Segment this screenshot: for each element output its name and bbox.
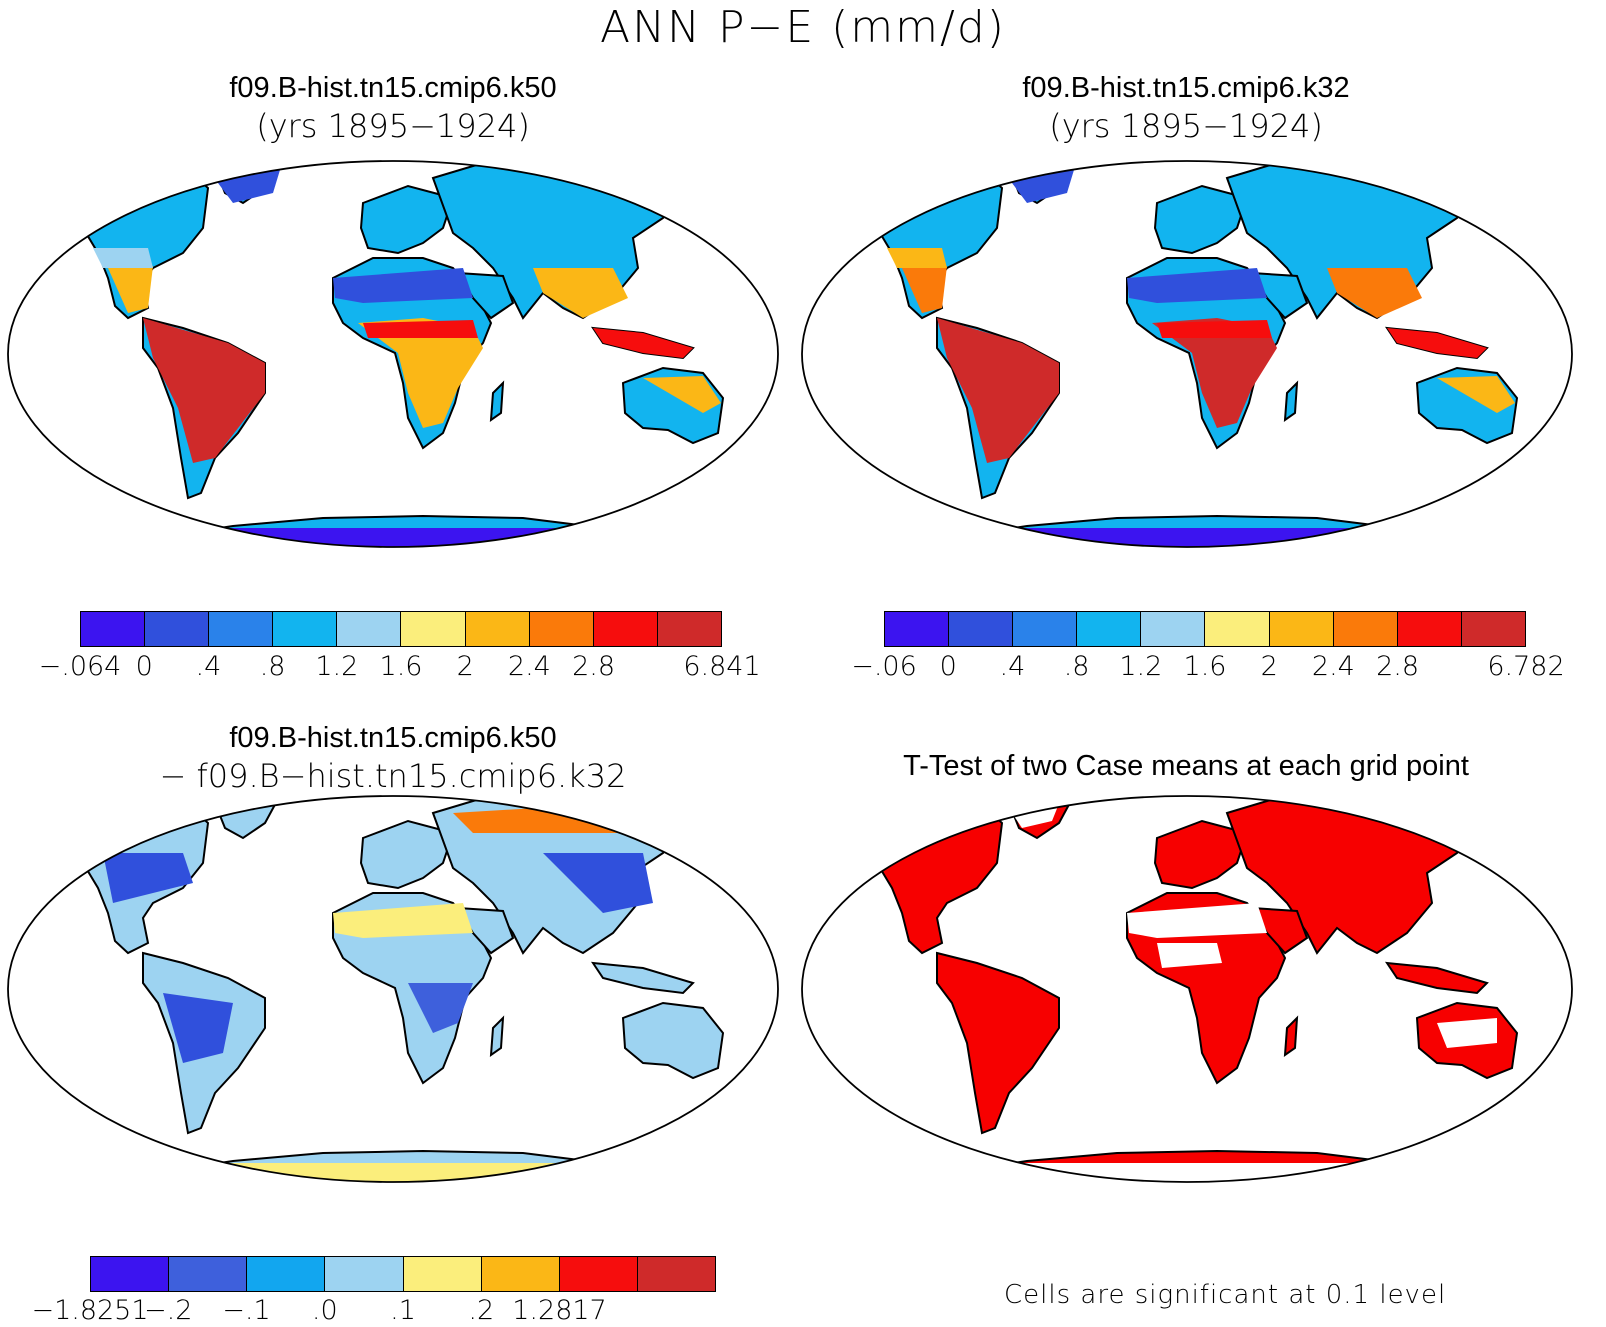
colorbar-cell — [559, 1257, 638, 1291]
colorbar-diff — [90, 1256, 716, 1292]
colorbar-cell — [1333, 612, 1398, 646]
map-border-diff — [7, 795, 779, 1183]
colorbar-cell — [169, 1257, 248, 1291]
colorbar-tick-label: 1.6 — [379, 651, 423, 682]
colorbar-tick-label: 2.4 — [507, 651, 551, 682]
ttest-title: T-Test of two Case means at each grid po… — [903, 750, 1469, 782]
case-name-diff: f09.B-hist.tn15.cmip6.k50 — [229, 722, 557, 754]
colorbar-tick-label: 0 — [939, 651, 957, 682]
colorbar-tick-label: −.1 — [222, 1295, 271, 1326]
panel-title-k50: f09.B-hist.tn15.cmip6.k50 (yrs 1895−1924… — [3, 72, 783, 145]
colorbar-tick-label: 1.6 — [1183, 651, 1227, 682]
colorbar-cell — [337, 612, 402, 646]
field-k32 — [887, 161, 1515, 547]
significance-note: Cells are significant at 0.1 level — [1004, 1280, 1447, 1310]
colorbar-tick-label: .0 — [311, 1295, 338, 1326]
colorbar-cell — [1205, 612, 1270, 646]
colorbar-tick-label: .2 — [468, 1295, 495, 1326]
colorbar-labels-diff: −1.8251 −.2 −.1 .0 .1 .2 1.2817 — [31, 1295, 716, 1327]
colorbar-cell — [657, 612, 721, 646]
colorbar-labels-k32: −.06 0 .4 .8 1.2 1.6 2 2.4 2.8 6.782 — [851, 651, 1564, 683]
colorbar-tick-label: 1.2 — [315, 651, 359, 682]
map-k32 — [801, 160, 1573, 548]
colorbar-cell — [1269, 612, 1334, 646]
map-border-ttest — [801, 795, 1573, 1183]
map-border-k50 — [7, 160, 779, 548]
colorbar-tick-label: 6.841 — [683, 651, 761, 682]
colorbar-tick-label: .8 — [259, 651, 286, 682]
colorbar-cell — [209, 612, 274, 646]
colorbar-cell — [247, 1257, 326, 1291]
colorbar-tick-label: 2.4 — [1311, 651, 1355, 682]
colorbar-k32 — [884, 611, 1526, 647]
years-k50: (yrs 1895−1924) — [256, 107, 530, 145]
colorbar-tick-label: 1.2817 — [512, 1295, 607, 1326]
panel-title-diff: f09.B-hist.tn15.cmip6.k50 − f09.B−hist.t… — [3, 722, 783, 795]
colorbar-cell — [81, 612, 146, 646]
colorbar-cell — [1141, 612, 1206, 646]
colorbar-tick-label: 0 — [135, 651, 153, 682]
colorbar-cell — [465, 612, 530, 646]
colorbar-cell — [273, 612, 338, 646]
colorbar-tick-label: −.064 — [38, 651, 122, 682]
map-border-k32 — [801, 160, 1573, 548]
colorbar-tick-label: 2 — [456, 651, 474, 682]
panel-title-k32: f09.B-hist.tn15.cmip6.k32 (yrs 1895−1924… — [796, 72, 1576, 145]
colorbar-tick-label: .8 — [1063, 651, 1090, 682]
colorbar-cell — [403, 1257, 482, 1291]
land-fill-ttest — [856, 796, 1518, 1182]
years-k32: (yrs 1895−1924) — [1049, 107, 1323, 145]
colorbar-tick-label: −.06 — [851, 651, 917, 682]
colorbar-tick-label: .4 — [999, 651, 1026, 682]
colorbar-cell — [145, 612, 210, 646]
colorbar-cell — [1077, 612, 1142, 646]
colorbar-cell — [637, 1257, 715, 1291]
colorbar-cell — [593, 612, 658, 646]
colorbar-cell — [481, 1257, 560, 1291]
colorbar-tick-label: 2.8 — [572, 651, 616, 682]
colorbar-cell — [529, 612, 594, 646]
land-fill-diff — [62, 796, 724, 1182]
map-ttest — [801, 795, 1573, 1183]
case-name-k50: f09.B-hist.tn15.cmip6.k50 — [229, 72, 557, 104]
colorbar-cell — [325, 1257, 404, 1291]
colorbar-cell — [1461, 612, 1525, 646]
colorbar-tick-label: −1.8251 — [31, 1295, 149, 1326]
figure-title: ANN P−E (mm/d) — [600, 2, 1006, 53]
colorbar-tick-label: 1.2 — [1119, 651, 1163, 682]
case-name-k32: f09.B-hist.tn15.cmip6.k32 — [1022, 72, 1350, 104]
colorbar-tick-label: 2.8 — [1376, 651, 1420, 682]
colorbar-tick-label: −.2 — [144, 1295, 193, 1326]
colorbar-cell — [401, 612, 466, 646]
colorbar-k50 — [80, 611, 722, 647]
map-k50 — [7, 160, 779, 548]
minus-case-diff: − f09.B−hist.tn15.cmip6.k32 — [159, 757, 627, 795]
map-diff — [7, 795, 779, 1183]
colorbar-cell — [1397, 612, 1462, 646]
colorbar-tick-label: .1 — [390, 1295, 416, 1326]
colorbar-cell — [1013, 612, 1078, 646]
colorbar-tick-label: .4 — [195, 651, 222, 682]
colorbar-tick-label: 2 — [1260, 651, 1278, 682]
colorbar-cell — [91, 1257, 170, 1291]
colorbar-labels-k50: −.064 0 .4 .8 1.2 1.6 2 2.4 2.8 6.841 — [39, 651, 761, 683]
colorbar-cell — [885, 612, 950, 646]
colorbar-cell — [949, 612, 1014, 646]
colorbar-tick-label: 6.782 — [1487, 651, 1565, 682]
